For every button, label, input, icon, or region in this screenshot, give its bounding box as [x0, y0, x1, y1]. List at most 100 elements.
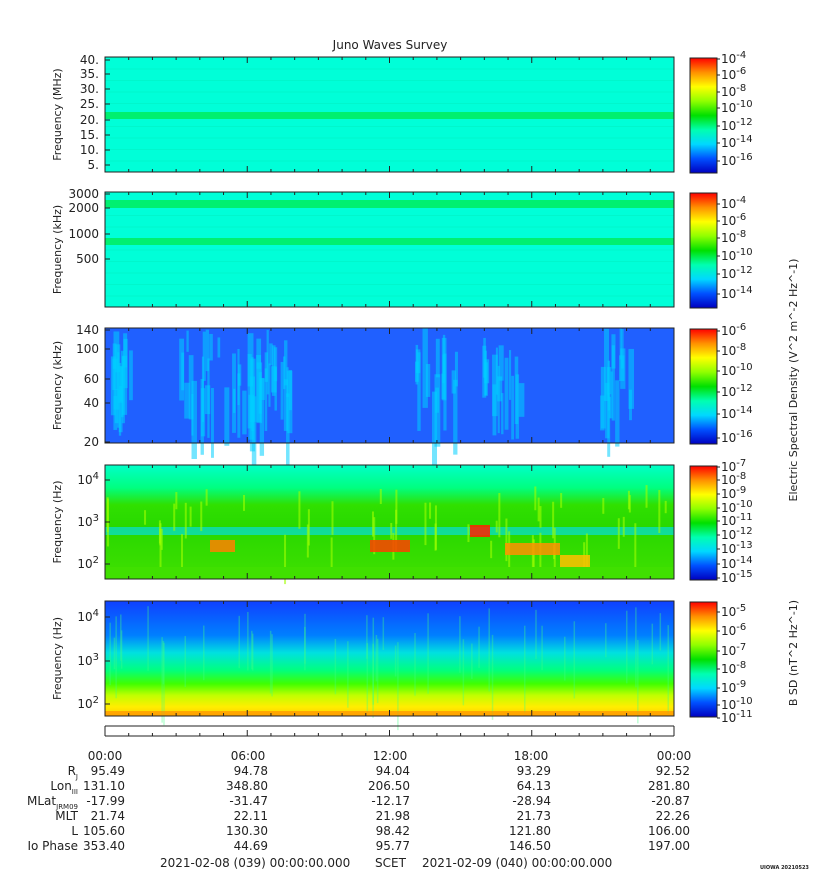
streak — [371, 511, 374, 537]
spike — [626, 610, 628, 684]
spike — [251, 633, 254, 671]
streak — [331, 501, 334, 535]
burst-streak — [284, 340, 288, 386]
burst-streak — [110, 356, 116, 416]
uiowa-stamp: UIOWA 20210523 — [760, 865, 809, 871]
spectrogram-band — [105, 68, 674, 70]
y-tick-label: 35. — [80, 67, 99, 81]
ephemeris-value: 106.00 — [648, 824, 690, 838]
burst-streak — [211, 388, 214, 458]
spike — [113, 637, 116, 670]
spike — [471, 643, 473, 679]
spike — [163, 642, 165, 726]
spike — [478, 626, 480, 668]
burst-streak — [273, 347, 278, 382]
spike — [115, 616, 117, 699]
spectrogram-band — [105, 261, 674, 262]
ephemeris-value: 94.78 — [234, 764, 268, 778]
streak — [424, 502, 427, 546]
burst-streak — [501, 393, 504, 435]
spectrogram-band — [105, 80, 674, 81]
ephemeris-value: 94.04 — [376, 764, 410, 778]
ephemeris-value: 197.00 — [648, 839, 690, 853]
ephemeris-row-label: Io Phase — [27, 839, 78, 853]
time-axis — [104, 725, 675, 737]
colorbar-tick-label: 10-11 — [721, 709, 753, 725]
spike — [366, 615, 368, 659]
ephemeris-value: 22.26 — [656, 809, 690, 823]
colorbar-tick-label: 10-4 — [721, 50, 746, 66]
time-tick-label: 00:00 — [88, 749, 123, 763]
burst-streak — [115, 344, 121, 373]
burst-streak — [620, 348, 626, 389]
spectrogram-band — [105, 249, 674, 251]
spectrogram-band — [105, 137, 674, 139]
burst-streak — [607, 360, 610, 411]
time-tick-label: 00:00 — [657, 749, 692, 763]
burst-streak — [264, 352, 268, 382]
burst-streak — [232, 353, 236, 433]
streak — [395, 489, 398, 524]
burst-streak — [511, 375, 515, 440]
burst-streak — [283, 356, 286, 390]
spectrogram-band — [105, 295, 674, 297]
spectrogram-background — [105, 601, 674, 716]
streak — [200, 501, 203, 532]
colorbar — [689, 192, 718, 309]
spike — [397, 642, 399, 731]
streak — [634, 523, 637, 572]
ephemeris-value: -12.17 — [371, 794, 410, 808]
panel-hfr-khz: Frequency (kHz)30002000100050010-410-610… — [51, 187, 753, 309]
streak — [585, 533, 588, 576]
spike — [651, 623, 654, 665]
spectrogram-band — [105, 226, 674, 228]
burst-streak — [122, 355, 128, 415]
streak — [330, 537, 333, 577]
ephemeris-value: 121.80 — [509, 824, 551, 838]
panel-lfr-khz: Frequency (kHz) 140 100 60 40 20 10-6 10-8 10-10… — [51, 259, 800, 502]
burst-streak — [435, 338, 440, 378]
burst-streak — [112, 343, 117, 369]
colorbar-tick-label: 10-9 — [721, 679, 746, 695]
hot-emission — [505, 543, 560, 555]
spike — [269, 630, 272, 694]
spike — [366, 643, 369, 713]
colorbar-tick-label: 10-14 — [721, 134, 753, 150]
time-tick-label: 06:00 — [231, 749, 266, 763]
streak — [532, 539, 535, 579]
spectrogram-band — [105, 91, 674, 93]
spectrogram-band — [105, 215, 674, 216]
burst-streak — [191, 393, 194, 436]
streak — [552, 501, 555, 539]
streak — [539, 506, 542, 528]
spike — [238, 615, 240, 669]
burst-streak — [454, 351, 458, 387]
spike — [635, 607, 637, 688]
ephemeris-value: -17.99 — [86, 794, 125, 808]
y-tick-label: 40. — [80, 53, 99, 67]
spike — [637, 640, 639, 724]
spike — [564, 636, 566, 681]
y-tick-label: 1000 — [68, 227, 99, 241]
burst-streak — [619, 328, 622, 360]
streak — [602, 498, 605, 514]
ephemeris-value: 98.42 — [376, 824, 410, 838]
spike — [605, 623, 607, 658]
colorbar-tick-label: 10-8 — [721, 471, 746, 487]
time-tick-label: 12:00 — [373, 749, 408, 763]
spike — [120, 630, 123, 669]
ephemeris-value: 105.60 — [83, 824, 125, 838]
burst-streak — [217, 337, 221, 358]
burst-streak — [114, 389, 119, 424]
y-tick-label: 60 — [84, 372, 99, 386]
emission-band — [105, 112, 674, 119]
burst-streak — [514, 356, 519, 425]
colorbar — [689, 57, 718, 174]
colorbar-tick-label: 10-16 — [721, 429, 753, 445]
ephemeris-value: -20.87 — [651, 794, 690, 808]
y-tick-label: 20 — [84, 435, 99, 449]
burst-streak — [237, 373, 241, 438]
burst-streak — [607, 393, 611, 457]
